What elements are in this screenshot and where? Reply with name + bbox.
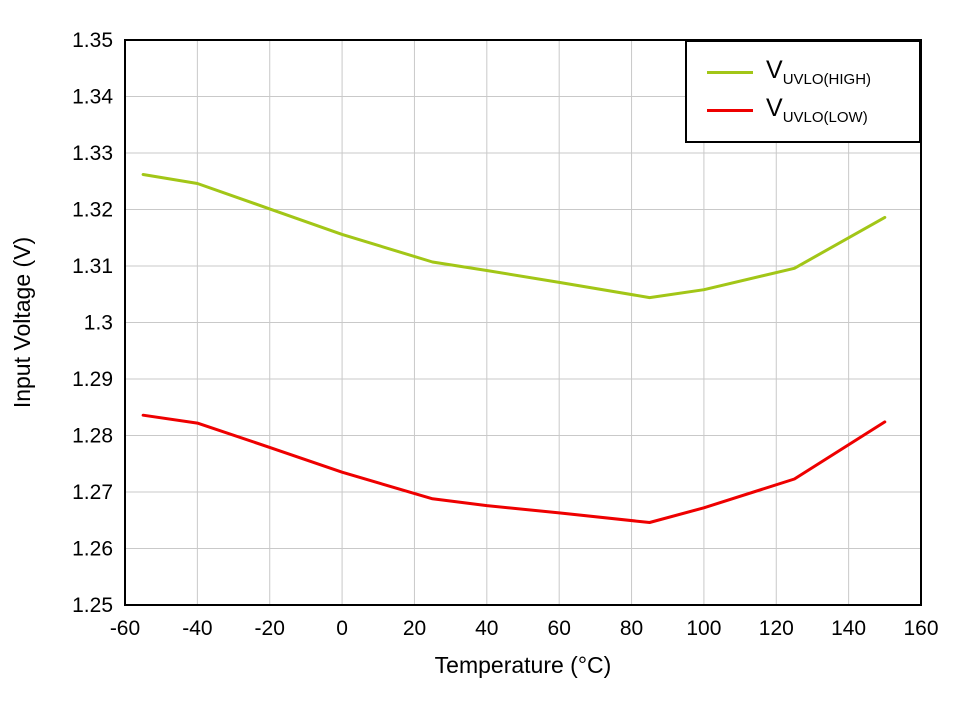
x-tick-label: 160: [903, 617, 938, 640]
grid-layer: [125, 40, 921, 605]
y-tick-label: 1.26: [72, 538, 113, 561]
y-axis-title: Input Voltage (V): [9, 237, 35, 408]
y-tick-label: 1.25: [72, 594, 113, 617]
y-tick-label: 1.34: [72, 86, 113, 109]
legend: VUVLO(HIGH) VUVLO(LOW): [685, 40, 921, 143]
legend-item-uvlo-high: VUVLO(HIGH): [707, 58, 919, 87]
x-tick-label: 100: [686, 617, 721, 640]
x-tick-label: 20: [403, 617, 426, 640]
y-tick-label: 1.29: [72, 368, 113, 391]
x-axis-title: Temperature (°C): [435, 652, 612, 678]
x-tick-label: 120: [759, 617, 794, 640]
legend-label-uvlo-high: VUVLO(HIGH): [766, 56, 872, 88]
tick-layer: -60 -40 -20 0 20 40 60 80 100 120 140 160 1.25 1.26 1.…: [72, 29, 938, 640]
x-tick-label: 80: [620, 617, 643, 640]
y-tick-label: 1.31: [72, 255, 113, 278]
x-tick-label: 40: [475, 617, 498, 640]
legend-swatch-uvlo-high: [707, 71, 753, 74]
x-tick-label: 0: [336, 617, 348, 640]
plot-border: [124, 39, 922, 606]
series-layer: [141, 173, 887, 524]
y-tick-label: 1.27: [72, 481, 113, 504]
x-tick-label: -60: [110, 617, 140, 640]
y-tick-label: 1.32: [72, 199, 113, 222]
x-tick-label: -20: [255, 617, 285, 640]
series-line-uvlo-high: [141, 173, 887, 300]
y-tick-label: 1.28: [72, 425, 113, 448]
x-tick-label: 140: [831, 617, 866, 640]
y-tick-label: 1.33: [72, 142, 113, 165]
legend-label-uvlo-low: VUVLO(LOW): [766, 94, 868, 126]
y-tick-label: 1.3: [84, 312, 113, 335]
x-tick-label: -40: [182, 617, 212, 640]
series-line-uvlo-low: [141, 413, 887, 524]
legend-item-uvlo-low: VUVLO(LOW): [707, 96, 919, 125]
legend-swatch-uvlo-low: [707, 109, 753, 112]
x-tick-label: 60: [548, 617, 571, 640]
y-tick-label: 1.35: [72, 29, 113, 52]
